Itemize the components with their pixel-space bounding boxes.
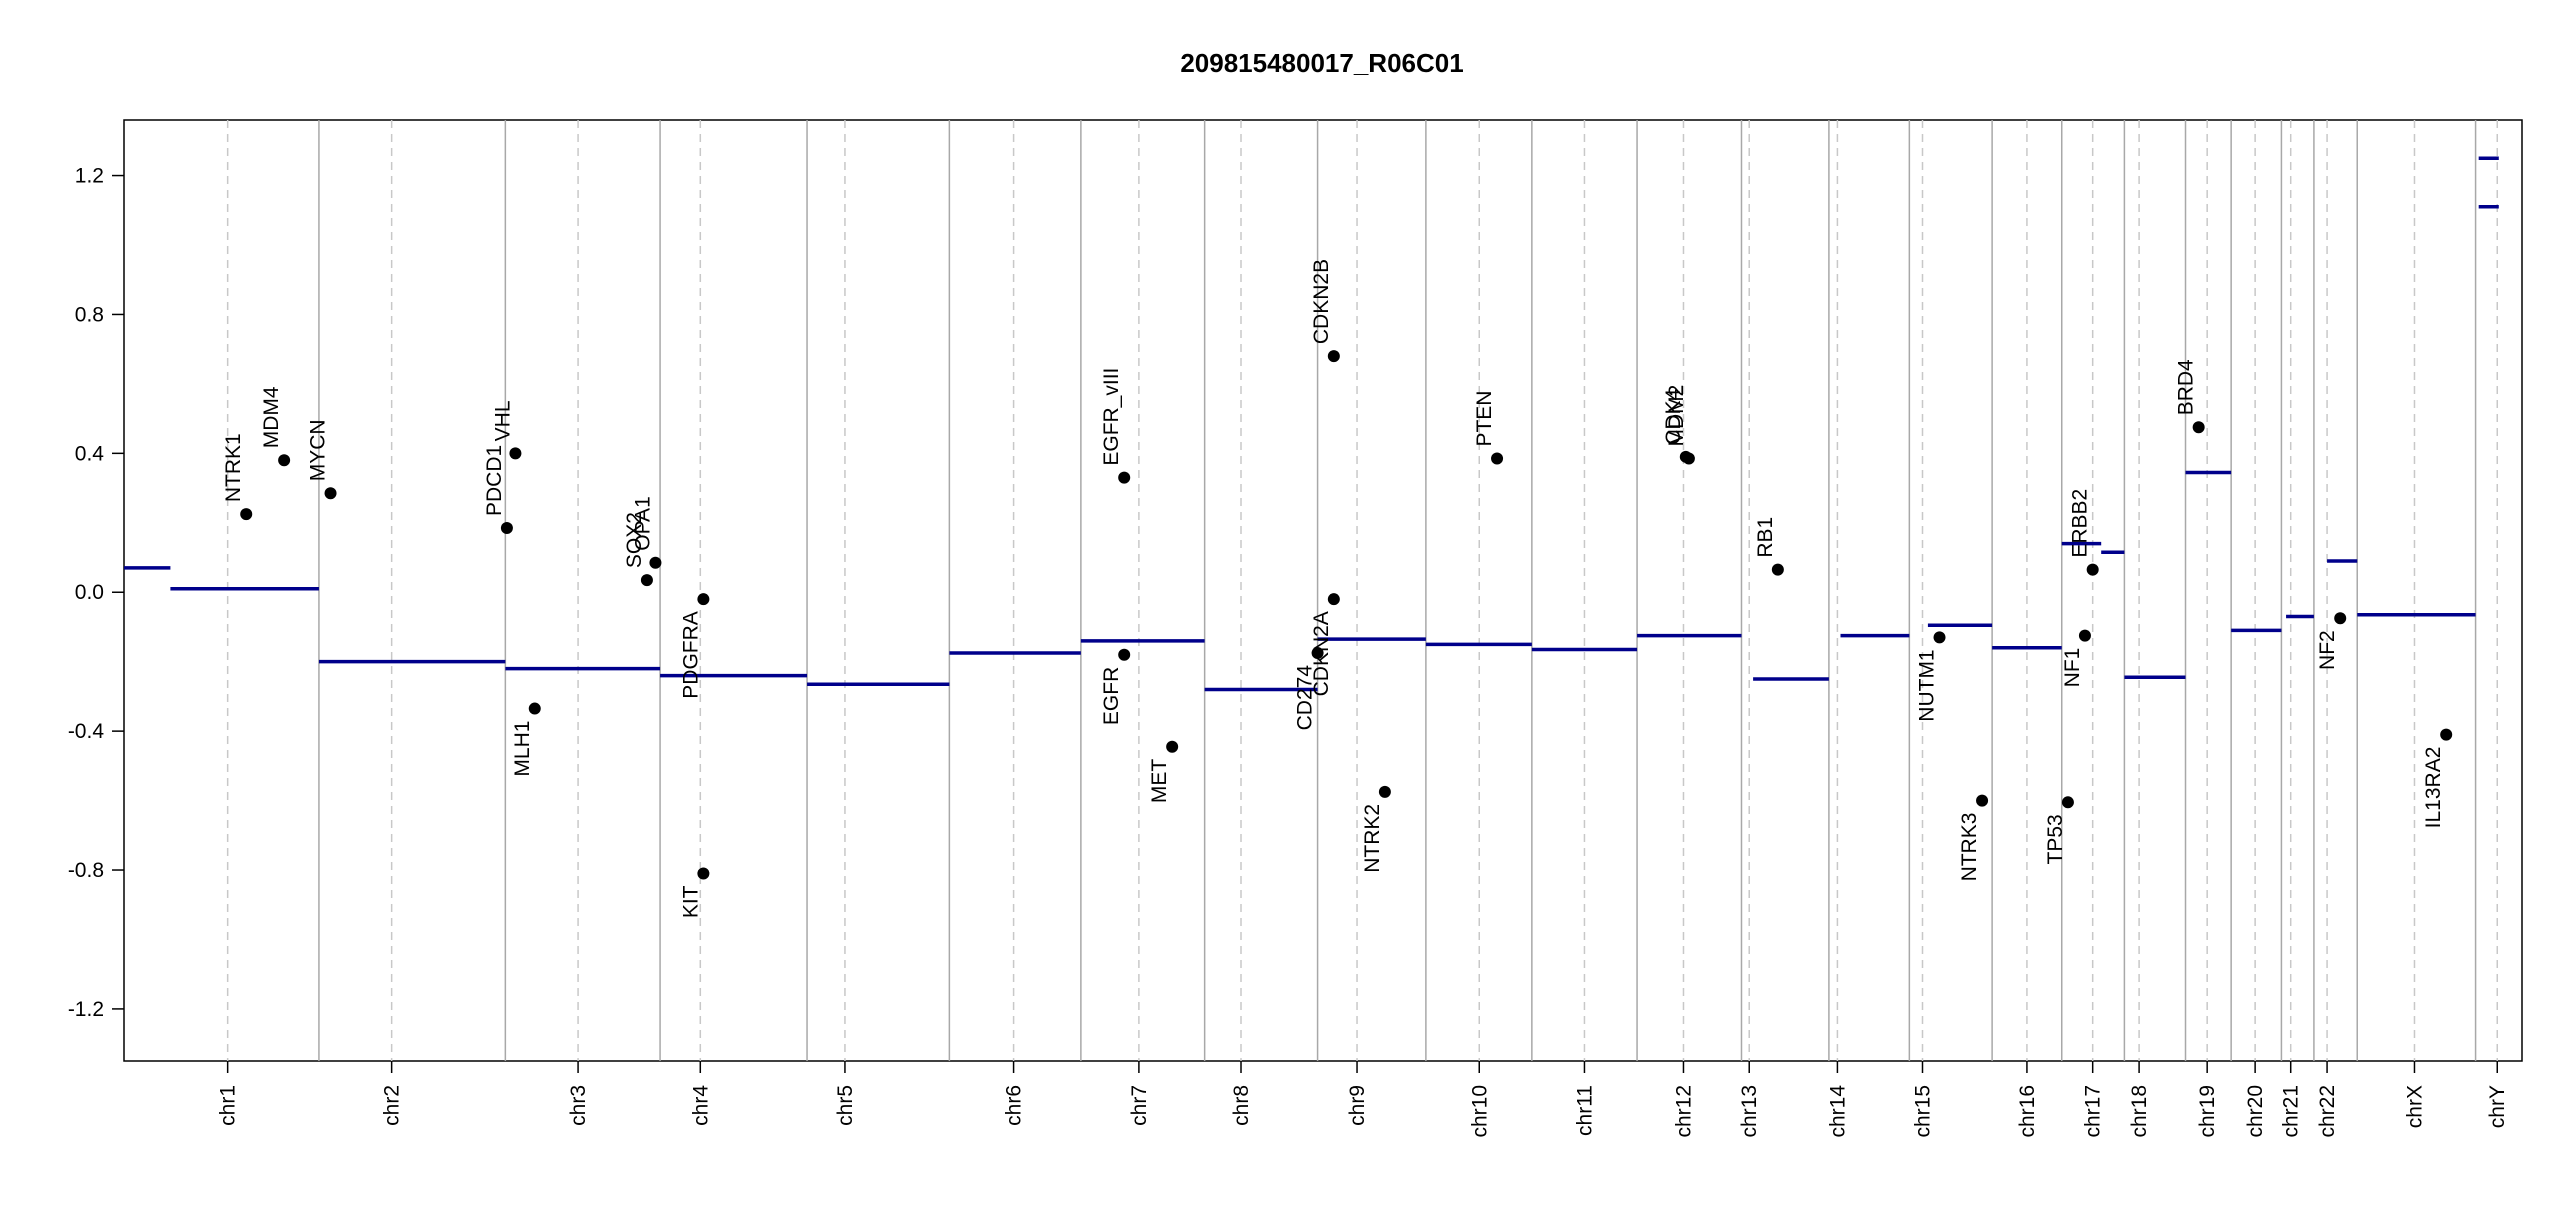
y-tick-label: 1.2: [75, 165, 104, 188]
x-tick-label: chr17: [2082, 1085, 2105, 1138]
gene-label: KIT: [679, 885, 702, 918]
gene-label: NTRK2: [1361, 804, 1384, 873]
gene-label: NUTM1: [1916, 649, 1939, 721]
gene-label: CD274: [1294, 665, 1317, 731]
gene-point: [278, 454, 291, 467]
x-tick-label: chr11: [1573, 1085, 1596, 1136]
gene-point: [1933, 631, 1946, 644]
gene-point: [2061, 796, 2074, 809]
x-tick-label: chr6: [1003, 1085, 1026, 1126]
gene-label: MET: [1148, 759, 1171, 804]
gene-label: MLH1: [511, 721, 534, 777]
plot-frame: [123, 119, 2523, 1062]
gene-label: MDM4: [260, 386, 283, 448]
x-tick-label: chr5: [834, 1085, 857, 1126]
gene-point: [2440, 728, 2453, 741]
x-tick-label: chr18: [2128, 1085, 2151, 1138]
gene-point: [1491, 452, 1504, 465]
x-tick-label: chr13: [1738, 1085, 1761, 1138]
gene-point: [1378, 785, 1391, 798]
x-tick-label: chr10: [1468, 1085, 1491, 1138]
gene-point: [1682, 452, 1695, 465]
gene-label: MDM2: [1665, 385, 1688, 447]
x-tick-label: chr19: [2196, 1085, 2219, 1138]
x-tick-label: chrY: [2486, 1085, 2509, 1128]
gene-label: CDK4: [1662, 388, 1685, 444]
y-tick-label: 0.8: [75, 303, 104, 326]
gene-label: IL13RA2: [2422, 747, 2445, 829]
gene-point: [2078, 629, 2091, 642]
gene-label: RB1: [1754, 517, 1777, 558]
gene-label: PTEN: [1473, 391, 1496, 447]
gene-label: NTRK3: [1958, 813, 1981, 882]
x-tick-label: chrX: [2403, 1085, 2426, 1128]
x-tick-label: chr21: [2280, 1085, 2303, 1138]
x-tick-label: chr14: [1826, 1085, 1849, 1138]
y-tick-label: 0.4: [75, 442, 105, 465]
gene-label: EGFR_vIII: [1100, 368, 1123, 466]
gene-label: BRD4: [2175, 359, 2198, 415]
gene-point: [528, 702, 541, 715]
gene-point: [1118, 471, 1131, 484]
gene-point: [240, 508, 253, 521]
gene-point: [2086, 563, 2099, 576]
gene-point: [1118, 648, 1131, 661]
gene-point: [697, 593, 710, 606]
x-tick-label: chr3: [567, 1085, 590, 1126]
gene-label: OPA1: [631, 496, 654, 550]
gene-point: [1771, 563, 1784, 576]
gene-point: [649, 556, 662, 569]
x-tick-label: chr15: [1912, 1085, 1935, 1138]
x-tick-label: chr2: [381, 1085, 404, 1126]
x-tick-label: chr1: [217, 1085, 240, 1126]
gene-label: PDCD1: [483, 445, 506, 516]
gene-label: MYCN: [307, 419, 330, 481]
gene-label: NF2: [2316, 630, 2339, 670]
x-tick-label: chr9: [1346, 1085, 1369, 1126]
gene-point: [1327, 593, 1340, 606]
y-tick-label: -1.2: [68, 998, 104, 1021]
gene-label: NTRK1: [222, 433, 245, 502]
x-tick-label: chr16: [2016, 1085, 2039, 1138]
y-tick-label: 0.0: [75, 581, 104, 604]
gene-label: SOX2: [623, 512, 646, 568]
gene-point: [1311, 647, 1324, 660]
y-tick-label: -0.4: [68, 720, 105, 743]
gene-point: [324, 487, 337, 500]
x-tick-label: chr4: [689, 1085, 712, 1126]
x-tick-label: chr12: [1672, 1085, 1695, 1138]
gene-point: [509, 447, 522, 460]
gene-point: [697, 867, 710, 880]
gene-point: [2192, 421, 2205, 434]
gene-point: [1327, 350, 1340, 363]
gene-point: [500, 521, 513, 534]
gene-point: [1976, 794, 1989, 807]
x-tick-label: chr20: [2244, 1085, 2267, 1138]
x-tick-label: chr8: [1230, 1085, 1253, 1126]
gene-label: CDKN2A: [1310, 611, 1333, 696]
gene-label: TP53: [2044, 814, 2067, 864]
gene-label: ERBB2: [2069, 489, 2092, 558]
gene-label: CDKN2B: [1310, 259, 1333, 344]
gene-point: [1166, 740, 1179, 753]
gene-label: VHL: [491, 400, 514, 441]
chart-title: 209815480017_R06C01: [1180, 48, 1463, 78]
gene-label: NF1: [2061, 648, 2084, 688]
y-tick-label: -0.8: [68, 859, 104, 882]
x-tick-label: chr22: [2316, 1085, 2339, 1138]
gene-point: [640, 574, 653, 587]
x-tick-label: chr7: [1128, 1085, 1151, 1126]
gene-label: EGFR: [1100, 667, 1123, 725]
gene-label: PDGFRA: [679, 611, 702, 699]
gene-point: [2334, 612, 2347, 625]
